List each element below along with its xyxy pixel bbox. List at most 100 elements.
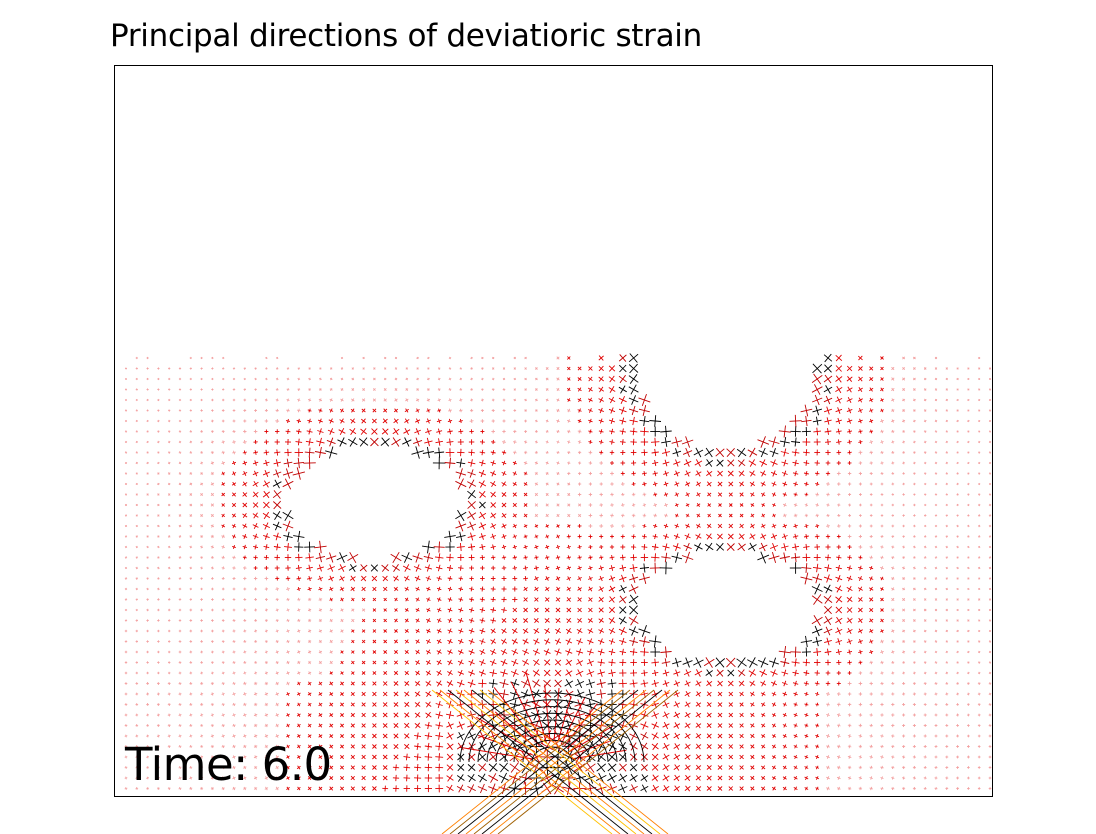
glyph-stroke [243, 650, 246, 654]
glyph-stroke [901, 419, 906, 423]
glyph-stroke [373, 377, 376, 381]
glyph-stroke [124, 472, 128, 475]
glyph-stroke [621, 406, 625, 415]
glyph-stroke [988, 420, 992, 422]
glyph-stroke [533, 659, 540, 666]
glyph-stroke [340, 597, 344, 602]
glyph-stroke [803, 472, 809, 475]
glyph-stroke [286, 531, 290, 542]
glyph-stroke [749, 482, 756, 486]
glyph-stroke [326, 439, 336, 445]
glyph-stroke [221, 492, 226, 497]
glyph-stroke [426, 587, 431, 591]
glyph-stroke [222, 650, 224, 654]
glyph-stroke [254, 639, 257, 644]
glyph-stroke [956, 566, 959, 570]
glyph-stroke [394, 629, 398, 633]
glyph-stroke [913, 462, 916, 464]
glyph-stroke [643, 492, 646, 497]
glyph-stroke [891, 441, 895, 443]
glyph-stroke [286, 629, 290, 633]
glyph-stroke [588, 577, 593, 580]
glyph-stroke [685, 514, 690, 517]
glyph-stroke [945, 398, 949, 402]
glyph-stroke [704, 543, 714, 551]
glyph-stroke [685, 669, 690, 677]
glyph-stroke [977, 640, 981, 643]
glyph-stroke [136, 734, 138, 738]
glyph-stroke [135, 524, 138, 528]
glyph-stroke [577, 679, 583, 688]
glyph-stroke [372, 398, 377, 402]
glyph-stroke [707, 481, 712, 487]
glyph-stroke [275, 378, 279, 380]
glyph-stroke [978, 524, 980, 528]
glyph-stroke [674, 701, 679, 708]
glyph-stroke [404, 598, 409, 601]
glyph-stroke [554, 679, 562, 688]
glyph-stroke [556, 471, 560, 476]
glyph-stroke [814, 682, 820, 685]
glyph-stroke [297, 692, 301, 696]
glyph-stroke [168, 556, 171, 559]
glyph-stroke [628, 595, 639, 604]
glyph-stroke [415, 587, 420, 591]
glyph-stroke [664, 680, 668, 687]
glyph-stroke [393, 712, 399, 718]
glyph-stroke [275, 702, 279, 707]
glyph-stroke [934, 629, 938, 633]
glyph-stroke [880, 661, 884, 664]
glyph-stroke [545, 648, 550, 656]
glyph-stroke [438, 418, 441, 424]
glyph-stroke [392, 565, 400, 571]
glyph-stroke [502, 659, 506, 666]
glyph-stroke [869, 377, 874, 381]
glyph-stroke [304, 451, 315, 454]
glyph-stroke [815, 713, 820, 717]
glyph-stroke [811, 375, 823, 383]
glyph-stroke [824, 639, 832, 644]
glyph-stroke [815, 573, 820, 584]
glyph-stroke [619, 616, 626, 625]
glyph-stroke [685, 711, 690, 719]
glyph-stroke [956, 598, 959, 601]
glyph-stroke [492, 450, 495, 455]
glyph-stroke [967, 577, 970, 580]
glyph-stroke [135, 482, 138, 486]
glyph-stroke [643, 471, 646, 476]
glyph-stroke [978, 619, 981, 622]
glyph-stroke [189, 461, 193, 465]
glyph-stroke [470, 398, 473, 402]
glyph-stroke [329, 575, 333, 582]
glyph-stroke [168, 713, 170, 717]
glyph-stroke [891, 398, 895, 402]
glyph-stroke [577, 587, 582, 591]
glyph-stroke [146, 524, 149, 528]
glyph-stroke [167, 482, 171, 486]
glyph-stroke [340, 723, 344, 728]
glyph-stroke [880, 618, 884, 623]
glyph-stroke [167, 441, 171, 443]
glyph-stroke [491, 367, 495, 370]
glyph-stroke [923, 367, 927, 370]
glyph-stroke [794, 543, 797, 551]
glyph-stroke [358, 438, 369, 446]
glyph-stroke [211, 692, 214, 696]
glyph-stroke [404, 671, 410, 675]
glyph-stroke [535, 461, 538, 465]
glyph-stroke [642, 404, 647, 417]
glyph-stroke [588, 566, 593, 570]
glyph-stroke [189, 503, 193, 507]
glyph-stroke [425, 577, 432, 580]
glyph-stroke [738, 680, 745, 687]
glyph-stroke [124, 482, 128, 486]
glyph-stroke [157, 430, 160, 433]
glyph-stroke [868, 398, 874, 402]
glyph-stroke [276, 357, 279, 359]
glyph-stroke [621, 417, 625, 425]
glyph-stroke [135, 472, 138, 475]
glyph-stroke [902, 619, 906, 622]
glyph-stroke [966, 693, 970, 695]
glyph-stroke [481, 356, 484, 360]
